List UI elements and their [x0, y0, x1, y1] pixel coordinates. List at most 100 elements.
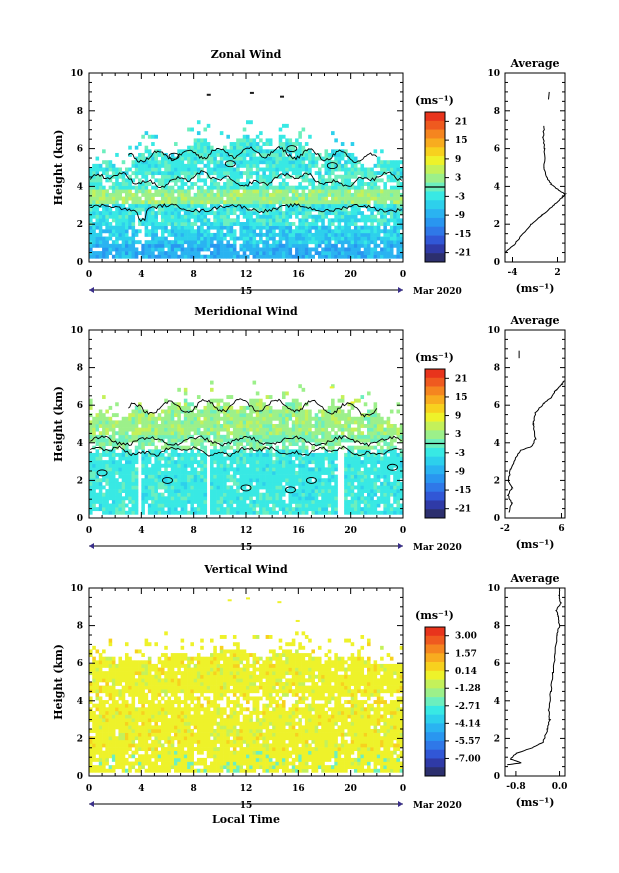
heatmap-cell [203, 474, 208, 479]
heatmap-cell [272, 200, 276, 205]
heatmap-cell [255, 225, 260, 230]
y-axis-label: Height (km) [52, 130, 65, 206]
heatmap-cell [167, 254, 172, 259]
heatmap-cell [98, 496, 103, 501]
heatmap-cell [203, 200, 208, 205]
heatmap-cell [344, 471, 348, 475]
heatmap-cell [265, 489, 270, 493]
heatmap-cell [298, 167, 302, 172]
heatmap-cell [174, 485, 178, 490]
heatmap-cell [216, 467, 221, 472]
heatmap-cell [357, 503, 361, 508]
heatmap-cell [347, 240, 351, 245]
heatmap-cell [265, 485, 270, 490]
heatmap-cell [334, 225, 338, 230]
heatmap-cell [360, 416, 365, 421]
heatmap-cell [196, 503, 201, 508]
heatmap-cell [232, 460, 237, 465]
heatmap-cell [115, 229, 119, 234]
heatmap-cell [239, 247, 244, 252]
heatmap-cell [229, 456, 234, 461]
heatmap-cell [108, 442, 113, 446]
heatmap-cell [275, 438, 280, 443]
heatmap-cell [353, 507, 358, 512]
heatmap-cell [98, 481, 103, 486]
heatmap-cell [89, 481, 93, 486]
heatmap-cell [252, 485, 257, 490]
heatmap-cell [141, 510, 145, 515]
heatmap-cell [288, 485, 293, 490]
heatmap-cell [157, 240, 162, 245]
heatmap-cell [124, 218, 129, 223]
heatmap-cell [170, 192, 175, 197]
heatmap-cell [295, 225, 299, 230]
heatmap-cell [288, 510, 293, 515]
heatmap-cell [147, 189, 152, 194]
heatmap-cell [187, 236, 191, 241]
heatmap-cell [160, 456, 165, 461]
heatmap-cell [174, 471, 178, 475]
heatmap-cell [164, 207, 168, 212]
heatmap-cell [232, 236, 237, 241]
heatmap-cell [340, 156, 345, 161]
x-tick-label: 4 [138, 270, 144, 280]
heatmap-cell [203, 145, 208, 150]
heatmap-cell [134, 192, 139, 197]
heatmap-cell [167, 434, 172, 439]
heatmap-cell [232, 192, 237, 197]
heatmap-cell [164, 510, 168, 515]
heatmap-cell [219, 452, 224, 457]
heatmap-cell [376, 163, 381, 168]
heatmap-cell [265, 499, 270, 504]
heatmap-cell [268, 203, 273, 208]
heatmap-cell [285, 138, 289, 143]
heatmap-cell [187, 149, 191, 154]
heatmap-cell [174, 211, 178, 216]
heatmap-cell [115, 152, 119, 157]
heatmap-cell [141, 409, 145, 414]
heatmap-cell [183, 424, 188, 428]
heatmap-cell [118, 182, 123, 186]
heatmap-cell [213, 471, 217, 475]
heatmap-cell [147, 492, 152, 497]
heatmap-cell [295, 149, 299, 154]
heatmap-cell [281, 189, 286, 194]
heatmap-cell [252, 438, 257, 443]
heatmap-cell [272, 185, 276, 190]
heatmap-cell [334, 463, 338, 468]
heatmap-cell [200, 467, 204, 472]
heatmap-cell [89, 503, 93, 508]
heatmap-cell [200, 149, 204, 154]
heatmap-cell [249, 434, 253, 439]
heatmap-cell [210, 424, 214, 428]
heatmap-cell [118, 467, 123, 472]
heatmap-cell [134, 405, 139, 410]
heatmap-cell [337, 240, 342, 245]
heatmap-cell [353, 452, 358, 457]
heatmap-cell [344, 160, 348, 165]
heatmap-cell [311, 152, 315, 157]
heatmap-cell [167, 424, 172, 428]
heatmap-cell [200, 185, 204, 190]
heatmap-cell [265, 438, 270, 443]
heatmap-cell [147, 251, 152, 256]
heatmap-cell [285, 481, 289, 486]
heatmap-cell [304, 149, 309, 154]
heatmap-cell [118, 452, 123, 457]
heatmap-cell [102, 460, 106, 465]
heatmap-cell [236, 431, 240, 436]
heatmap-cell [89, 492, 93, 497]
heatmap-cell [331, 510, 335, 515]
heatmap-cell [278, 200, 283, 205]
heatmap-cell [363, 463, 368, 468]
heatmap-cell [232, 189, 237, 194]
heatmap-cell [223, 507, 227, 512]
heatmap-cell [278, 152, 283, 157]
heatmap-cell [128, 196, 132, 201]
heatmap-cell [134, 507, 139, 512]
heatmap-cell [157, 478, 162, 483]
heatmap-cell [95, 499, 100, 504]
heatmap-cell [242, 222, 247, 226]
heatmap-cell [141, 496, 145, 501]
heatmap-cell [321, 211, 325, 216]
